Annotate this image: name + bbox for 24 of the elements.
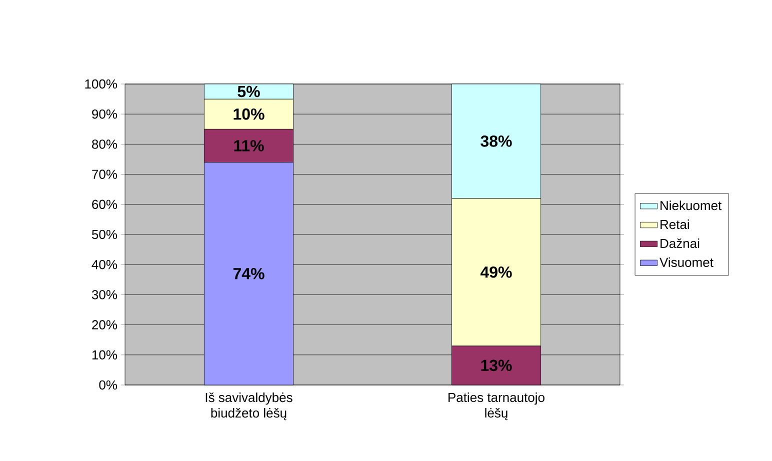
x-tick-label: Paties tarnautojo lėšų [448,392,544,420]
y-tick-label: 30% [92,290,118,300]
data-label: 38% [480,136,512,147]
x-tick-label: Iš savivaldybės biudžeto lėšų [206,392,292,420]
y-tick-label: 10% [92,350,118,360]
data-label: 11% [234,140,264,152]
data-label: 10% [234,108,264,120]
legend-label: Visuomet [660,257,714,267]
data-label: 74% [233,268,264,280]
y-tick-label: 100% [85,79,118,89]
data-label: 13% [481,360,512,372]
y-tick-label: 20% [92,320,118,330]
y-tick-label: 60% [92,200,118,209]
y-tick-label: 80% [92,140,118,149]
y-tick-label: 70% [92,170,118,179]
data-label: 5% [238,86,260,98]
y-tick-label: 90% [92,109,118,119]
legend-label: Retai [660,220,689,230]
y-tick-label: 40% [92,260,118,270]
y-tick-label: 50% [92,230,118,240]
legend-label: Niekuomet [660,200,722,210]
y-tick-label: 0% [99,380,118,390]
legend-label: Dažnai [660,238,700,248]
data-label: 49% [480,266,512,278]
